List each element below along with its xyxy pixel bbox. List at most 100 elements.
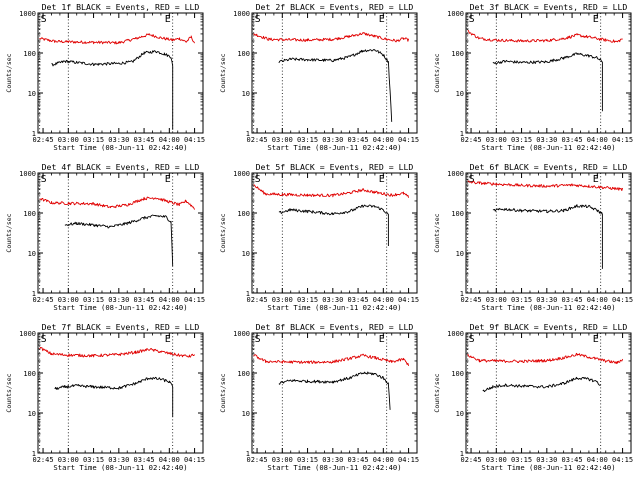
y-tick-label: 1000 — [447, 170, 464, 178]
chart-title: Det 1f BLACK = Events, RED = LLD — [42, 2, 200, 12]
x-tick-label: 02:45 — [247, 136, 268, 144]
x-tick-label: 03:15 — [511, 296, 532, 304]
x-tick-label: 04:15 — [184, 456, 205, 464]
plot-frame — [251, 332, 418, 454]
x-tick-label: 03:00 — [58, 296, 79, 304]
chart-panel-6: Det 6f BLACK = Events, RED = LLD Counts/s… — [433, 162, 633, 312]
x-tick-label: 02:45 — [247, 296, 268, 304]
y-axis-label: Counts/sec — [219, 373, 227, 412]
x-axis-label: Start Time (08-Jun-11 02:42:40) — [267, 303, 401, 312]
plot-frame — [465, 172, 632, 294]
x-tick-label: 04:00 — [373, 136, 394, 144]
lld-series-line — [253, 353, 410, 367]
events-series-line — [278, 204, 389, 246]
x-tick-label: 03:15 — [511, 456, 532, 464]
x-tick-label: 03:00 — [486, 136, 507, 144]
y-tick-label: 1000 — [19, 330, 36, 338]
plot-frame — [251, 12, 418, 134]
y-tick-label: 10 — [28, 90, 36, 98]
x-tick-label: 03:30 — [108, 456, 129, 464]
x-tick-label: 03:00 — [272, 296, 293, 304]
y-tick-label: 1 — [246, 450, 250, 458]
chart-title: Det 9f BLACK = Events, RED = LLD — [470, 322, 628, 332]
x-tick-label: 03:00 — [272, 456, 293, 464]
events-series-line — [64, 214, 174, 267]
start-marker-label: S — [255, 334, 261, 345]
y-tick-label: 100 — [451, 370, 464, 378]
y-tick-label: 1 — [32, 290, 36, 298]
x-tick-label: 03:30 — [536, 136, 557, 144]
y-tick-label: 100 — [237, 370, 250, 378]
y-tick-label: 1000 — [233, 170, 250, 178]
y-axis-label: Counts/sec — [433, 373, 441, 412]
events-series-line — [278, 49, 393, 122]
x-tick-label: 03:15 — [83, 136, 104, 144]
x-tick-label: 03:15 — [297, 296, 318, 304]
end-marker-label: E — [379, 14, 385, 25]
chart-panel-2: Det 2f BLACK = Events, RED = LLD Counts/s… — [219, 2, 419, 152]
y-tick-label: 100 — [451, 50, 464, 58]
chart-panel-7: Det 7f BLACK = Events, RED = LLD Counts/s… — [5, 322, 205, 472]
x-axis-label: Start Time (08-Jun-11 02:42:40) — [481, 463, 615, 472]
y-axis-label: Counts/sec — [219, 213, 227, 252]
x-tick-label: 04:15 — [184, 136, 205, 144]
x-tick-label: 02:45 — [33, 296, 54, 304]
x-tick-label: 03:00 — [58, 456, 79, 464]
events-series-line — [278, 371, 391, 410]
events-series-line — [492, 204, 603, 269]
x-tick-label: 03:30 — [322, 456, 343, 464]
end-marker-label: E — [593, 174, 599, 185]
start-marker-label: S — [469, 334, 475, 345]
events-series-line — [492, 52, 603, 112]
y-tick-label: 1000 — [233, 330, 250, 338]
x-tick-label: 03:45 — [562, 136, 583, 144]
y-tick-label: 10 — [242, 410, 250, 418]
y-tick-label: 1000 — [19, 10, 36, 18]
chart-title: Det 8f BLACK = Events, RED = LLD — [256, 322, 414, 332]
y-tick-label: 1 — [246, 290, 250, 298]
y-tick-label: 10 — [242, 250, 250, 258]
x-tick-label: 03:30 — [536, 456, 557, 464]
x-tick-label: 03:30 — [536, 296, 557, 304]
chart-title: Det 7f BLACK = Events, RED = LLD — [42, 322, 200, 332]
x-tick-label: 04:00 — [159, 136, 180, 144]
chart-panel-4: Det 4f BLACK = Events, RED = LLD Counts/s… — [5, 162, 205, 312]
x-tick-label: 03:30 — [322, 296, 343, 304]
y-axis-label: Counts/sec — [219, 53, 227, 92]
x-tick-label: 03:30 — [108, 136, 129, 144]
start-marker-label: S — [41, 334, 47, 345]
x-axis-label: Start Time (08-Jun-11 02:42:40) — [481, 143, 615, 152]
y-axis-label: Counts/sec — [5, 213, 13, 252]
chart-title: Det 4f BLACK = Events, RED = LLD — [42, 162, 200, 172]
lld-series-line — [467, 352, 624, 365]
x-tick-label: 03:00 — [486, 296, 507, 304]
x-axis-label: Start Time (08-Jun-11 02:42:40) — [53, 463, 187, 472]
x-tick-label: 03:15 — [511, 136, 532, 144]
x-tick-label: 03:15 — [83, 456, 104, 464]
x-tick-label: 04:00 — [373, 296, 394, 304]
end-marker-label: E — [593, 334, 599, 345]
y-tick-label: 1000 — [19, 170, 36, 178]
y-axis-label: Counts/sec — [433, 53, 441, 92]
x-tick-label: 03:15 — [297, 136, 318, 144]
chart-title: Det 6f BLACK = Events, RED = LLD — [470, 162, 628, 172]
x-tick-label: 04:00 — [159, 296, 180, 304]
x-tick-label: 02:45 — [461, 296, 482, 304]
y-tick-label: 1 — [32, 450, 36, 458]
chart-title: Det 2f BLACK = Events, RED = LLD — [256, 2, 414, 12]
plot-frame — [37, 12, 204, 134]
x-tick-label: 04:00 — [373, 456, 394, 464]
start-marker-label: S — [469, 174, 475, 185]
y-tick-label: 1000 — [447, 330, 464, 338]
events-series-line — [482, 376, 602, 393]
lld-series-line — [39, 346, 195, 358]
start-marker-label: S — [469, 14, 475, 25]
x-tick-label: 03:45 — [348, 296, 369, 304]
y-tick-label: 10 — [456, 250, 464, 258]
x-tick-label: 03:45 — [562, 296, 583, 304]
lld-series-line — [39, 33, 195, 45]
y-tick-label: 100 — [451, 210, 464, 218]
x-tick-label: 03:00 — [486, 456, 507, 464]
